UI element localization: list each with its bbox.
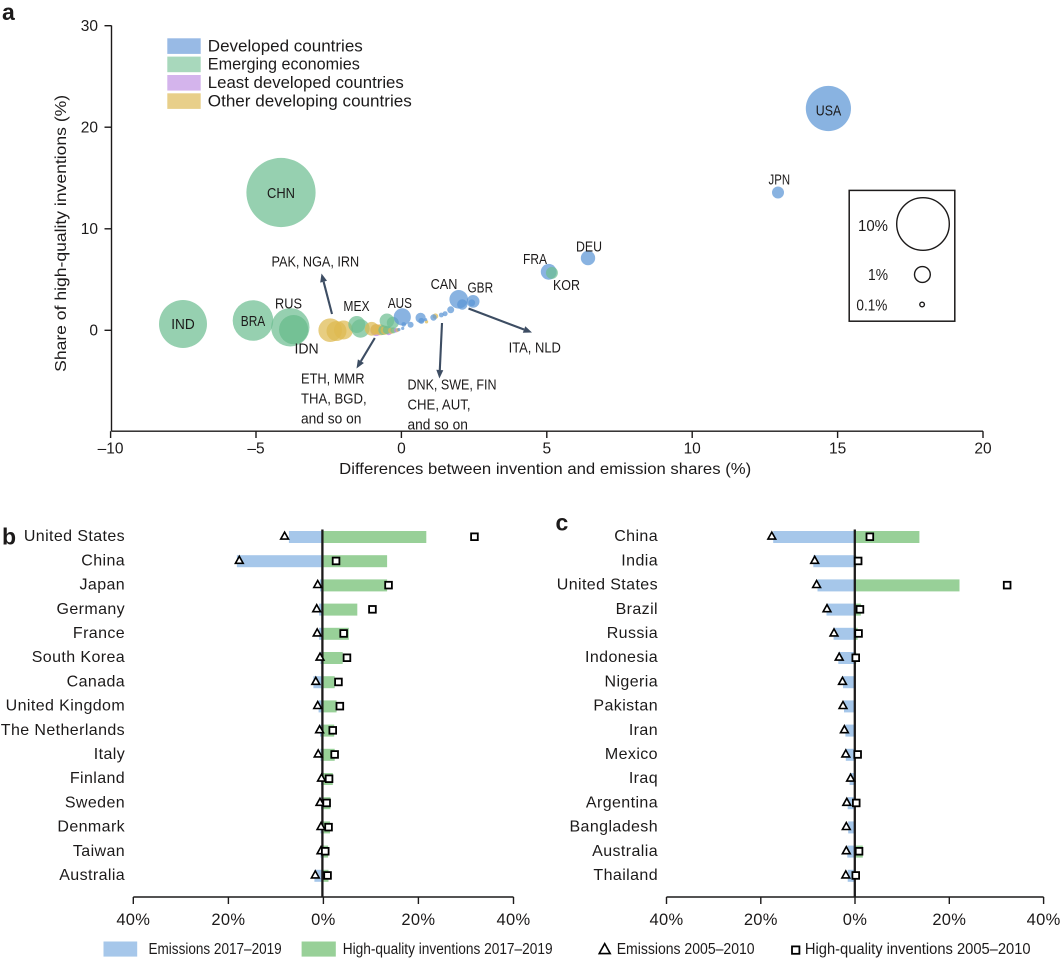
- svg-text:40%: 40%: [497, 911, 531, 929]
- svg-text:Germany: Germany: [56, 601, 125, 618]
- svg-text:–10: –10: [98, 441, 124, 458]
- svg-text:5: 5: [542, 441, 551, 458]
- svg-text:20%: 20%: [744, 911, 778, 929]
- svg-text:France: France: [73, 625, 125, 642]
- svg-text:–5: –5: [247, 441, 264, 458]
- svg-text:Japan: Japan: [80, 577, 126, 594]
- svg-text:IDN: IDN: [295, 341, 319, 358]
- svg-text:Emerging economies: Emerging economies: [208, 56, 360, 74]
- svg-text:Least developed countries: Least developed countries: [208, 74, 404, 92]
- svg-text:15: 15: [829, 441, 846, 458]
- svg-text:and so on: and so on: [408, 418, 468, 434]
- svg-text:Denmark: Denmark: [57, 819, 125, 836]
- svg-text:USA: USA: [816, 103, 841, 120]
- svg-text:CHN: CHN: [267, 185, 295, 202]
- svg-text:1%: 1%: [868, 267, 888, 284]
- svg-text:United States: United States: [557, 577, 658, 594]
- svg-text:and so on: and so on: [301, 412, 361, 428]
- svg-text:South Korea: South Korea: [32, 649, 125, 666]
- svg-text:40%: 40%: [650, 911, 684, 929]
- svg-text:0%: 0%: [311, 911, 335, 929]
- svg-text:Sweden: Sweden: [65, 794, 125, 811]
- svg-text:40%: 40%: [1027, 911, 1061, 929]
- svg-text:Finland: Finland: [70, 770, 125, 787]
- svg-text:Indonesia: Indonesia: [585, 649, 658, 666]
- svg-text:Russia: Russia: [607, 625, 658, 642]
- svg-text:Nigeria: Nigeria: [605, 673, 659, 690]
- svg-text:0%: 0%: [843, 911, 867, 929]
- svg-text:Canada: Canada: [67, 673, 125, 690]
- svg-text:GBR: GBR: [468, 280, 494, 297]
- svg-text:10: 10: [81, 221, 99, 238]
- svg-text:DEU: DEU: [576, 239, 602, 256]
- svg-text:DNK, SWE, FIN: DNK, SWE, FIN: [408, 378, 497, 394]
- svg-text:Taiwan: Taiwan: [73, 843, 125, 860]
- svg-text:Mexico: Mexico: [605, 746, 658, 763]
- svg-text:Brazil: Brazil: [616, 601, 658, 618]
- svg-text:20%: 20%: [211, 911, 245, 929]
- svg-text:Bangladesh: Bangladesh: [569, 819, 658, 836]
- svg-text:China: China: [81, 552, 125, 569]
- svg-text:Pakistan: Pakistan: [593, 698, 658, 715]
- svg-text:China: China: [614, 528, 658, 545]
- svg-text:b: b: [2, 524, 16, 550]
- svg-text:Australia: Australia: [59, 867, 125, 884]
- svg-text:CHE, AUT,: CHE, AUT,: [408, 398, 471, 414]
- svg-text:Share of high-quality inventio: Share of high-quality inventions (%): [53, 95, 70, 372]
- svg-text:Argentina: Argentina: [586, 794, 658, 811]
- svg-text:AUS: AUS: [388, 295, 412, 312]
- svg-text:c: c: [556, 510, 569, 536]
- svg-text:0: 0: [89, 323, 98, 340]
- svg-text:10: 10: [684, 441, 702, 458]
- svg-text:ETH, MMR: ETH, MMR: [301, 372, 365, 388]
- svg-text:0: 0: [397, 441, 406, 458]
- svg-text:30: 30: [81, 18, 99, 35]
- svg-text:High-quality inventions 2005–2: High-quality inventions 2005–2010: [805, 941, 1031, 958]
- svg-text:FRA: FRA: [523, 251, 547, 268]
- svg-text:JPN: JPN: [769, 172, 791, 189]
- svg-text:Australia: Australia: [592, 843, 658, 860]
- svg-text:0.1%: 0.1%: [856, 298, 887, 315]
- svg-text:IND: IND: [171, 316, 195, 333]
- svg-text:Other developing countries: Other developing countries: [208, 92, 412, 110]
- svg-text:United Kingdom: United Kingdom: [6, 698, 125, 715]
- svg-text:Differences between invention: Differences between invention and emissi…: [339, 461, 751, 478]
- svg-text:BRA: BRA: [241, 313, 266, 330]
- svg-text:Emissions 2005–2010: Emissions 2005–2010: [617, 941, 755, 958]
- svg-text:MEX: MEX: [343, 298, 369, 315]
- svg-text:20: 20: [81, 119, 99, 136]
- svg-text:KOR: KOR: [553, 277, 580, 294]
- svg-text:Iran: Iran: [629, 722, 658, 739]
- svg-text:20%: 20%: [401, 911, 435, 929]
- svg-text:High-quality inventions 2017–2: High-quality inventions 2017–2019: [343, 941, 553, 958]
- svg-text:CAN: CAN: [431, 276, 458, 293]
- svg-text:RUS: RUS: [275, 296, 302, 313]
- svg-text:ITA, NLD: ITA, NLD: [509, 340, 561, 356]
- svg-text:40%: 40%: [116, 911, 150, 929]
- svg-text:PAK, NGA, IRN: PAK, NGA, IRN: [272, 255, 360, 271]
- svg-text:20: 20: [974, 441, 992, 458]
- svg-text:10%: 10%: [858, 218, 888, 235]
- svg-text:India: India: [621, 552, 658, 569]
- svg-text:The Netherlands: The Netherlands: [1, 722, 125, 739]
- svg-text:Developed countries: Developed countries: [208, 37, 363, 55]
- svg-text:Iraq: Iraq: [629, 770, 658, 787]
- svg-text:THA, BGD,: THA, BGD,: [301, 392, 367, 408]
- svg-text:20%: 20%: [932, 911, 966, 929]
- svg-text:Emissions 2017–2019: Emissions 2017–2019: [149, 941, 282, 958]
- svg-text:Italy: Italy: [94, 746, 125, 763]
- svg-text:United States: United States: [24, 528, 125, 545]
- svg-text:a: a: [2, 0, 15, 25]
- svg-text:Thailand: Thailand: [593, 867, 658, 884]
